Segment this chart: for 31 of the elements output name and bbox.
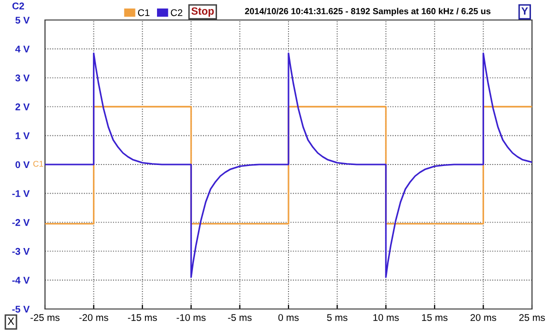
x-tick-label: -25 ms <box>30 314 60 321</box>
y-tick-label: -1 V <box>12 190 30 197</box>
y-tick-label: 5 V <box>15 16 30 24</box>
text: C1 <box>33 160 44 167</box>
x-tick-label: 20 ms <box>470 314 496 321</box>
x-tick-label: 15 ms <box>422 314 448 321</box>
text: 2014/10/26 10:41:31.625 - 8192 Samples at 160 kHz / 6.25 us <box>244 8 490 16</box>
y-tick-label: 4 V <box>15 46 30 52</box>
x-tick-label: -5 ms <box>228 314 252 321</box>
legend-label: C2 <box>170 9 182 16</box>
y-tick-label: 1 V <box>16 132 30 140</box>
line-series <box>45 52 532 278</box>
y-tick-label: -5 V <box>12 306 30 313</box>
y-tick-label: 2 V <box>15 103 30 110</box>
text: Stop <box>191 7 214 17</box>
y-axis-title: C2 <box>12 2 24 10</box>
x-tick-label: -15 ms <box>128 314 157 321</box>
text: Y <box>521 7 528 15</box>
x-tick-label: 25 ms <box>519 314 545 321</box>
legend-label: C1 <box>138 9 150 16</box>
x-tick-label: 10 ms <box>373 314 399 321</box>
x-tick-label: -10 ms <box>176 314 206 321</box>
x-tick-label: 0 ms <box>278 314 299 321</box>
x-tick-label: 5 ms <box>327 314 348 321</box>
x-tick-label: -20 ms <box>79 314 108 321</box>
y-tick-label: 0 V <box>16 161 30 168</box>
y-tick-label: -4 V <box>12 276 30 284</box>
y-tick-label: -2 V <box>12 219 30 226</box>
y-tick-label: 3 V <box>15 74 30 82</box>
y-tick-label: -3 V <box>12 248 30 255</box>
text: X <box>8 318 14 325</box>
